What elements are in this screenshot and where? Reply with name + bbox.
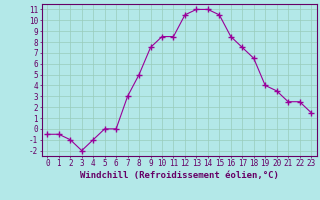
X-axis label: Windchill (Refroidissement éolien,°C): Windchill (Refroidissement éolien,°C) bbox=[80, 171, 279, 180]
